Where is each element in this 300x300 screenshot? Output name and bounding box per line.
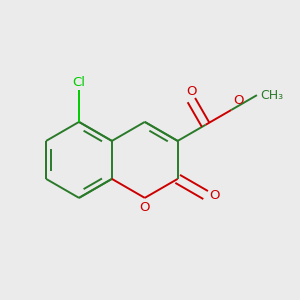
Text: O: O <box>233 94 243 107</box>
Text: O: O <box>210 188 220 202</box>
Text: O: O <box>140 200 150 214</box>
Text: Cl: Cl <box>73 76 85 89</box>
Text: O: O <box>186 85 196 98</box>
Text: CH₃: CH₃ <box>260 89 284 102</box>
